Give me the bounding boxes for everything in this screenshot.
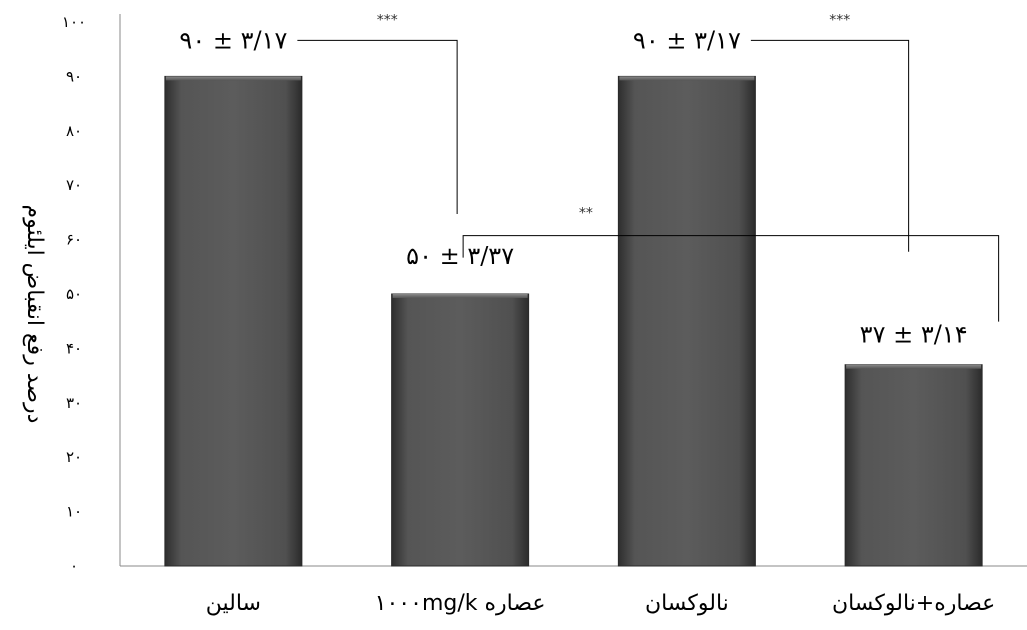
bar-top-highlight xyxy=(619,76,755,81)
data-label: ۹۰ ± ۳/۱۷ xyxy=(633,26,741,54)
bar xyxy=(617,75,756,567)
y-tick-label: ۴۰ xyxy=(66,339,82,357)
significance-stars: ** xyxy=(579,206,593,222)
bar xyxy=(164,75,303,567)
significance-stars: *** xyxy=(829,12,850,28)
y-tick-label: ۹۰ xyxy=(66,67,82,85)
bar xyxy=(391,293,530,567)
significance-bracket xyxy=(297,39,458,214)
bar-group xyxy=(844,364,983,567)
bar-group xyxy=(391,293,530,567)
data-label: ۹۰ ± ۳/۱۷ xyxy=(179,26,287,54)
significance-stars: *** xyxy=(377,12,398,28)
y-tick-label: ۱۰۰ xyxy=(62,13,86,31)
y-tick-label: ۶۰ xyxy=(66,231,82,249)
bar-top-highlight xyxy=(165,76,301,81)
data-label: ۵۰ ± ۳/۳۷ xyxy=(406,242,514,270)
y-tick-label: ۳۰ xyxy=(66,394,82,412)
x-tick-label: سالین xyxy=(206,591,261,616)
significance-bracket xyxy=(750,39,910,252)
y-tick-label: ۱۰ xyxy=(66,503,82,521)
y-axis-label: درصد رفع انقباض ایلئوم xyxy=(22,205,47,424)
bar-top-highlight xyxy=(846,364,982,369)
y-tick-label: ۲۰ xyxy=(66,448,82,466)
data-label: ۳۷ ± ۳/۱۴ xyxy=(860,321,968,349)
bar-group xyxy=(164,75,303,567)
significance-bracket xyxy=(462,235,1000,322)
x-tick-label: عصاره+نالوکسان xyxy=(832,591,995,616)
y-tick-label: ۵۰ xyxy=(66,285,82,303)
x-tick-label: نالوکسان xyxy=(645,591,729,616)
bar-top-highlight xyxy=(392,294,528,298)
bar xyxy=(844,364,983,567)
y-tick-label: ۰ xyxy=(70,557,78,575)
y-tick-label: ۷۰ xyxy=(66,176,82,194)
x-tick-label: عصاره ۱۰۰۰mg/k xyxy=(375,591,546,616)
y-tick-label: ۸۰ xyxy=(66,122,82,140)
bar-group xyxy=(617,75,756,567)
